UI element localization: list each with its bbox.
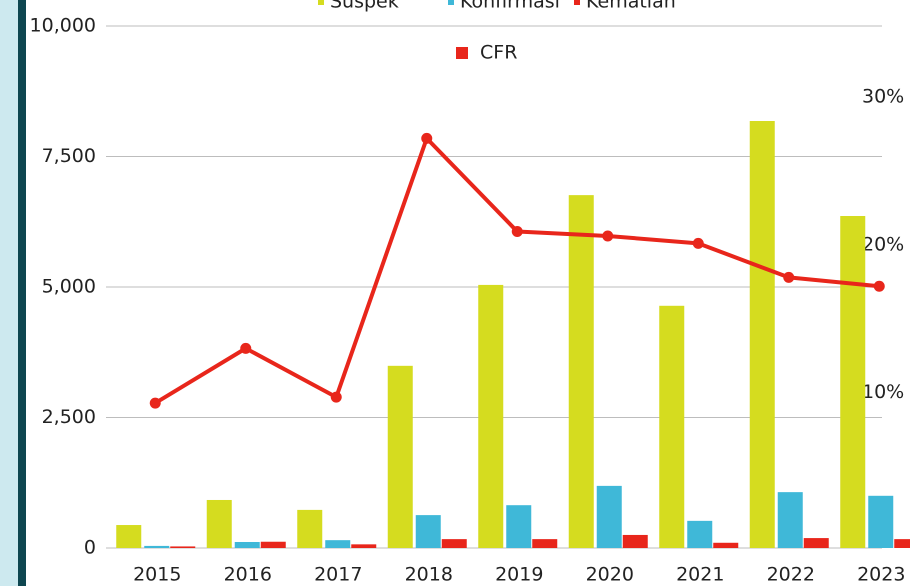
legend-label: Konfirmasi	[460, 0, 560, 13]
x-tick-label: 2015	[133, 564, 181, 586]
bar	[325, 540, 351, 548]
y2-tick-label: 10%	[862, 381, 904, 403]
bar	[506, 505, 532, 548]
y-tick-label: 2,500	[42, 406, 96, 428]
bar	[568, 195, 594, 549]
y-tick-label: 7,500	[42, 145, 96, 167]
legend-label: Kematian	[586, 0, 676, 13]
bar	[387, 365, 413, 548]
bar	[206, 499, 232, 548]
bar	[116, 525, 142, 548]
cfr-point	[240, 342, 252, 354]
bar	[351, 544, 377, 548]
bar	[749, 121, 775, 548]
y2-tick-label: 20%	[862, 233, 904, 255]
cfr-point	[421, 132, 433, 144]
cfr-point	[149, 397, 161, 409]
side-bar	[18, 0, 26, 586]
bar	[144, 545, 170, 548]
legend-swatch	[456, 47, 468, 59]
bar	[868, 495, 894, 548]
cfr-point	[873, 280, 885, 292]
cfr-point	[330, 391, 342, 403]
x-tick-label: 2017	[314, 564, 362, 586]
bar	[596, 485, 622, 548]
x-tick-label: 2023	[857, 564, 905, 586]
legend-swatch	[448, 0, 454, 5]
side-strip	[0, 0, 18, 586]
bar	[478, 284, 504, 548]
bar	[297, 509, 323, 548]
bar	[803, 538, 829, 548]
legend-label: Suspek	[330, 0, 399, 13]
bar	[777, 492, 803, 548]
x-tick-label: 2019	[495, 564, 543, 586]
y-tick-label: 10,000	[30, 15, 96, 37]
y-tick-label: 0	[84, 537, 96, 559]
cfr-point	[511, 226, 523, 238]
bar	[441, 539, 467, 548]
bar	[894, 539, 910, 548]
bar	[713, 542, 739, 548]
legend-label: CFR	[480, 42, 517, 64]
bar	[659, 305, 685, 548]
legend-swatch	[574, 0, 580, 5]
x-tick-label: 2022	[767, 564, 815, 586]
bar	[622, 534, 648, 548]
x-tick-label: 2016	[224, 564, 272, 586]
cfr-point	[602, 230, 614, 242]
legend-swatch	[318, 0, 324, 5]
y2-tick-label: 30%	[862, 85, 904, 107]
bar	[532, 539, 558, 548]
x-tick-label: 2021	[676, 564, 724, 586]
bar	[234, 541, 260, 548]
cfr-point	[783, 271, 795, 283]
x-tick-label: 2018	[405, 564, 453, 586]
bar	[260, 541, 286, 548]
cfr-point	[692, 237, 704, 249]
bar	[687, 520, 713, 548]
bar	[415, 515, 441, 548]
y-tick-label: 5,000	[42, 276, 96, 298]
bar	[170, 546, 196, 548]
bar	[840, 216, 866, 548]
x-tick-label: 2020	[586, 564, 634, 586]
